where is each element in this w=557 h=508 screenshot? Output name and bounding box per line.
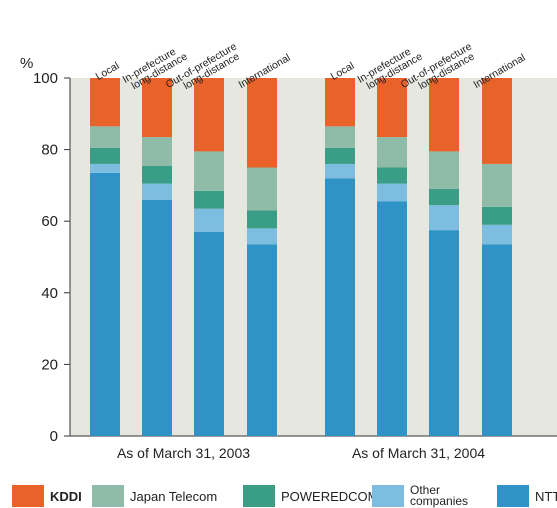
poweredcom-segment (377, 167, 407, 184)
group-label: As of March 31, 2003 (117, 445, 250, 461)
legend-item-japan-telecom: Japan Telecom (92, 484, 217, 508)
kddi-segment (247, 78, 277, 168)
japan-telecom-segment (142, 137, 172, 166)
legend-swatch (12, 485, 44, 507)
other-companies-segment (429, 205, 459, 231)
legend: KDDI Japan Telecom POWEREDCOM Other companie… (0, 482, 557, 508)
poweredcom-segment (194, 190, 224, 209)
japan-telecom-segment (325, 126, 355, 148)
ntt-segment (142, 199, 172, 436)
other-companies-segment (247, 228, 277, 245)
legend-item-ntt: NTT (497, 484, 557, 508)
other-companies-segment (377, 183, 407, 202)
kddi-segment (194, 78, 224, 152)
y-tick-label: 0 (50, 428, 58, 445)
legend-swatch (92, 485, 124, 507)
y-tick-label: 60 (41, 213, 58, 230)
legend-label: POWEREDCOM (281, 488, 379, 504)
kddi-segment (482, 78, 512, 164)
bars-layer (90, 78, 512, 437)
legend-label: KDDI (50, 488, 82, 504)
kddi-segment (325, 78, 355, 127)
ntt-segment (377, 201, 407, 436)
y-axis: 0 20 40 60 80 100 (33, 70, 557, 445)
other-companies-segment (90, 163, 120, 173)
legend-label: NTT (535, 488, 557, 504)
poweredcom-segment (90, 147, 120, 164)
japan-telecom-segment (247, 167, 277, 211)
other-companies-segment (194, 208, 224, 232)
ntt-segment (194, 231, 224, 436)
y-tick-label: 40 (41, 285, 58, 302)
kddi-segment (429, 78, 459, 152)
ntt-segment (247, 244, 277, 436)
japan-telecom-segment (194, 151, 224, 191)
ntt-segment (429, 230, 459, 436)
legend-label: Japan Telecom (130, 488, 218, 504)
kddi-segment (90, 78, 120, 127)
legend-item-kddi: KDDI (12, 484, 82, 508)
legend-swatch (497, 485, 529, 507)
poweredcom-segment (247, 210, 277, 229)
legend-swatch (243, 485, 275, 507)
poweredcom-segment (142, 165, 172, 184)
ntt-segment (90, 172, 120, 436)
group-label: As of March 31, 2004 (352, 445, 485, 461)
legend-swatch (372, 485, 404, 507)
y-axis-unit-label: % (20, 55, 33, 72)
poweredcom-segment (429, 188, 459, 206)
y-tick-label: 20 (41, 356, 58, 373)
other-companies-segment (482, 224, 512, 245)
y-tick-label: 80 (41, 142, 58, 159)
legend-item-other-companies: Other companies (372, 482, 469, 508)
legend-item-poweredcom: POWEREDCOM (243, 484, 379, 508)
japan-telecom-segment (482, 163, 512, 207)
kddi-segment (377, 78, 407, 138)
ntt-segment (325, 178, 355, 437)
other-companies-segment (142, 183, 172, 200)
japan-telecom-segment (90, 126, 120, 148)
poweredcom-segment (482, 206, 512, 225)
poweredcom-segment (325, 147, 355, 164)
japan-telecom-segment (377, 137, 407, 168)
kddi-segment (142, 78, 172, 138)
y-tick-label: 100 (33, 70, 58, 87)
group-labels: As of March 31, 2003 As of March 31, 2004 (117, 445, 485, 461)
japan-telecom-segment (429, 151, 459, 189)
ntt-segment (482, 244, 512, 436)
other-companies-segment (325, 163, 355, 179)
legend-label: Other companies (410, 482, 469, 508)
